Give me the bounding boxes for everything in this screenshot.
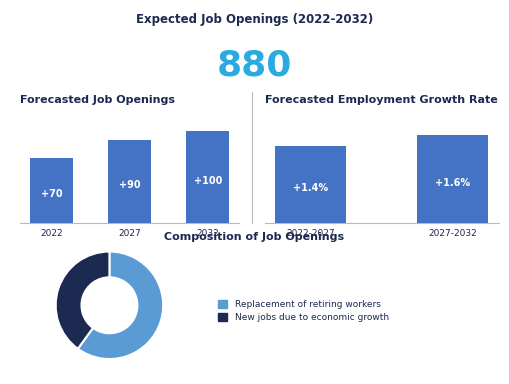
Wedge shape xyxy=(78,252,163,359)
Text: +1.4%: +1.4% xyxy=(293,183,328,193)
Bar xyxy=(275,146,346,223)
Text: +70: +70 xyxy=(41,189,63,199)
Bar xyxy=(417,135,488,223)
Legend: Replacement of retiring workers, New jobs due to economic growth: Replacement of retiring workers, New job… xyxy=(218,300,389,323)
Text: Composition of Job Openings: Composition of Job Openings xyxy=(164,232,345,242)
Bar xyxy=(31,158,73,223)
Text: 880: 880 xyxy=(217,48,292,82)
Text: +90: +90 xyxy=(119,180,140,190)
Text: Forecasted Employment Growth Rate: Forecasted Employment Growth Rate xyxy=(265,95,497,105)
Text: Expected Job Openings (2022-2032): Expected Job Openings (2022-2032) xyxy=(136,13,373,26)
Wedge shape xyxy=(55,252,109,349)
Bar xyxy=(108,140,151,223)
Text: +1.6%: +1.6% xyxy=(435,178,470,188)
Text: +100: +100 xyxy=(193,176,222,186)
Bar xyxy=(186,131,229,223)
Text: Forecasted Job Openings: Forecasted Job Openings xyxy=(20,95,176,105)
